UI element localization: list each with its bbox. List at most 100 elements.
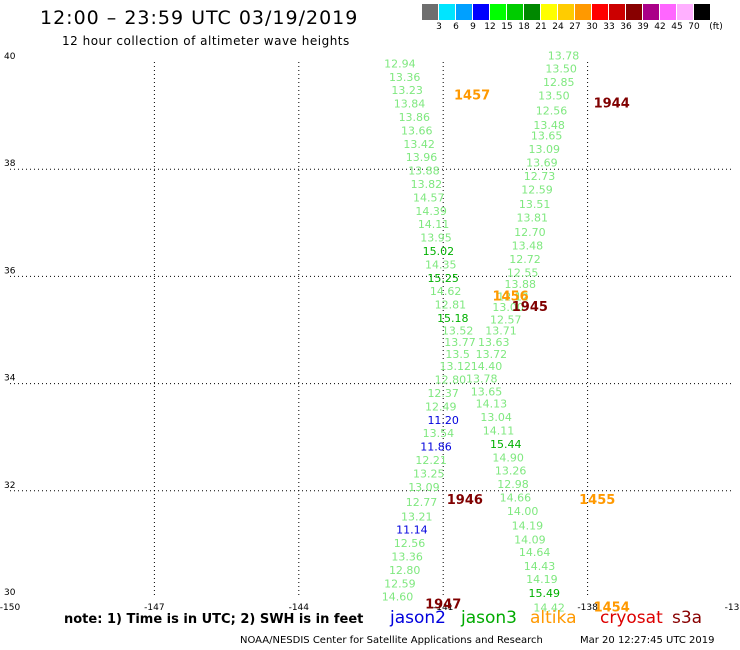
wave-height-value: 13.48 xyxy=(512,240,544,253)
lon-tick-label: -138 xyxy=(577,603,598,613)
wave-height-value: 13.96 xyxy=(406,151,438,164)
wave-height-value: 12.77 xyxy=(406,496,438,509)
wave-height-value: 13.00 xyxy=(492,301,524,314)
colorbar-tick-label: 6 xyxy=(453,22,459,32)
colorbar-tick-label: 18 xyxy=(518,22,530,32)
colorbar-swatch xyxy=(609,4,625,20)
map-title: 12:00 – 23:59 UTC 03/19/2019 xyxy=(40,7,359,29)
wave-height-value: 14.13 xyxy=(476,398,508,411)
wave-height-value: 12.55 xyxy=(507,266,539,279)
wave-height-value: 14.62 xyxy=(430,285,462,298)
wave-height-value: 12.80 xyxy=(389,564,421,577)
wave-height-value: 15.49 xyxy=(529,587,561,600)
colorbar-swatch xyxy=(592,4,608,20)
wave-height-value: 13.81 xyxy=(516,212,548,225)
lat-tick-label: 36 xyxy=(4,266,16,276)
wave-height-value: 13.42 xyxy=(403,138,435,151)
colorbar-swatch xyxy=(558,4,574,20)
colorbar-swatch xyxy=(575,4,591,20)
pass-time-label: 1455 xyxy=(579,493,615,508)
colorbar-swatch xyxy=(456,4,472,20)
wave-height-value: 14.40 xyxy=(471,360,503,373)
colorbar-swatch xyxy=(439,4,455,20)
wave-height-value: 13.50 xyxy=(538,90,570,103)
pass-time-label: 1454 xyxy=(594,600,630,615)
generated-timestamp: Mar 20 12:27:45 UTC 2019 xyxy=(580,635,715,646)
lon-tick-label: -141 xyxy=(433,603,453,613)
wave-height-value: 13.66 xyxy=(401,124,433,137)
wave-height-value: 13.21 xyxy=(401,510,433,523)
wave-height-value: 14.11 xyxy=(483,425,515,438)
wave-height-value: 13.82 xyxy=(411,178,443,191)
colorbar-unit: (ft) xyxy=(709,22,723,32)
wave-height-value: 13.78 xyxy=(466,373,498,386)
wave-height-value: 14.09 xyxy=(514,533,546,546)
lat-tick-label: 34 xyxy=(4,374,16,384)
wave-height-value: 12.59 xyxy=(521,183,553,196)
wave-height-value: 13.84 xyxy=(394,98,426,111)
wave-height-value: 13.52 xyxy=(442,324,474,337)
wave-height-value: 13.78 xyxy=(548,49,580,62)
wave-height-value: 12.94 xyxy=(384,57,416,70)
wave-height-value: 12.70 xyxy=(514,226,546,239)
wave-height-value: 12.21 xyxy=(415,454,447,467)
wave-height-value: 14.64 xyxy=(519,546,551,559)
wave-height-value: 13.69 xyxy=(526,157,558,170)
wave-height-value: 13.25 xyxy=(413,467,445,480)
mission-label-jason2: jason2 xyxy=(390,608,446,628)
wave-height-value: 13.95 xyxy=(420,232,452,245)
colorbar-tick-label: 70 xyxy=(688,22,700,32)
wave-height-value: 14.11 xyxy=(418,218,450,231)
colorbar-swatch xyxy=(660,4,676,20)
lon-tick-label: -144 xyxy=(289,603,310,613)
lat-tick-label: 40 xyxy=(4,52,16,62)
colorbar-tick-label: 24 xyxy=(552,22,564,32)
wave-height-value: 14.43 xyxy=(524,560,556,573)
wave-height-value: 11.86 xyxy=(420,441,452,454)
wave-height-value: 13.36 xyxy=(391,550,423,563)
wave-height-value: 13.54 xyxy=(423,427,455,440)
colorbar-swatch xyxy=(422,4,438,20)
wave-height-value: 13.23 xyxy=(391,84,423,97)
wave-height-value: 13.50 xyxy=(545,63,577,76)
lon-tick-label: -13 xyxy=(725,603,740,613)
footer-note: note: 1) Time is in UTC; 2) SWH is in fe… xyxy=(64,612,364,627)
lon-tick-label: -147 xyxy=(144,603,164,613)
colorbar-tick-label: 33 xyxy=(603,22,615,32)
wave-height-value: 13.5 xyxy=(445,348,470,361)
wave-height-value: 14.19 xyxy=(512,519,544,532)
mission-label-cryosat: cryosat xyxy=(600,608,663,628)
mission-label-jason3: jason3 xyxy=(461,608,517,628)
wave-height-value: 13.86 xyxy=(399,111,431,124)
wave-height-value: 14.19 xyxy=(526,573,558,586)
colorbar-tick-label: 30 xyxy=(586,22,598,32)
wave-height-value: 13.09 xyxy=(408,481,440,494)
lon-tick-label: -150 xyxy=(0,603,20,613)
wave-height-value: 13.12 xyxy=(439,360,471,373)
colorbar-tick-label: 42 xyxy=(654,22,666,32)
wave-height-value: 15.25 xyxy=(427,272,459,285)
wave-height-value: 12.57 xyxy=(490,314,522,327)
wave-height-value: 12.98 xyxy=(497,478,529,491)
colorbar-tick-label: 36 xyxy=(620,22,632,32)
colorbar-swatch xyxy=(643,4,659,20)
wave-height-value: 14.90 xyxy=(492,451,524,464)
wave-height-value: 13.77 xyxy=(444,336,476,349)
wave-height-value: 13.88 xyxy=(408,165,440,178)
wave-height-value: 14.42 xyxy=(533,601,565,614)
wave-height-value: 13.51 xyxy=(519,198,551,211)
wave-height-value: 12.59 xyxy=(384,577,416,590)
colorbar-tick-label: 3 xyxy=(436,22,442,32)
colorbar-tick-label: 45 xyxy=(671,22,683,32)
wave-height-value: 15.18 xyxy=(437,312,469,325)
wave-height-value: 13.72 xyxy=(476,348,508,361)
wave-height-value: 15.44 xyxy=(490,438,522,451)
wave-height-value: 11.20 xyxy=(427,414,459,427)
wave-height-value: 13.04 xyxy=(480,411,512,424)
colorbar-tick-label: 39 xyxy=(637,22,649,32)
pass-time-label: 1947 xyxy=(425,598,461,613)
colorbar-swatch xyxy=(694,4,710,20)
wave-height-value: 13.09 xyxy=(529,143,561,156)
colorbar-swatch xyxy=(473,4,489,20)
colorbar-swatch xyxy=(507,4,523,20)
